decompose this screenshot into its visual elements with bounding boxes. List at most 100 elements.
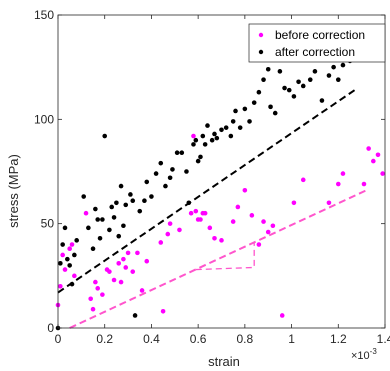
after-correction-point <box>268 104 273 110</box>
before-correction-point <box>291 200 297 206</box>
before-correction-point <box>193 208 199 214</box>
after-correction-point <box>67 263 72 268</box>
before-correction-point <box>135 250 140 256</box>
after-correction-point <box>191 142 196 147</box>
before-correction-point <box>139 288 145 293</box>
after-correction-point <box>114 200 119 206</box>
after-correction-point <box>335 77 341 82</box>
before-correction-point <box>165 231 171 237</box>
after-correction-point <box>97 235 103 241</box>
before-correction-point <box>366 146 371 151</box>
after-correction-point <box>184 169 189 174</box>
before-correction-point <box>95 286 101 291</box>
after-correction-point <box>265 66 271 72</box>
after-correction-point <box>153 171 159 176</box>
x-tick-label: 0.6 <box>190 332 207 346</box>
before-correction-point <box>361 181 367 187</box>
before-correction-point <box>326 200 332 206</box>
after-correction-point <box>291 94 297 99</box>
before-correction-point <box>207 225 213 231</box>
after-correction-point <box>167 175 173 181</box>
x-tick-label: 0.8 <box>237 332 254 346</box>
before-correction-point <box>62 267 68 272</box>
before-correction-point <box>123 265 129 270</box>
x-tick-label: 1.2 <box>330 332 347 346</box>
before-correction-point <box>107 269 112 274</box>
x-tick-label: 1.4 <box>377 332 390 346</box>
before-correction-point <box>188 210 194 216</box>
after-correction-point <box>251 100 257 105</box>
plot-area <box>58 15 385 328</box>
axes-frame <box>57 14 386 329</box>
after-correction-point <box>86 225 91 231</box>
before-correction-point <box>69 242 75 247</box>
tick-labels: 0 0.2 0.4 0.6 0.8 1 1.2 1.4 0 50 100 150 <box>34 8 390 346</box>
before-correction-point <box>191 133 196 139</box>
after-correction-point <box>286 87 292 93</box>
before-correction-point <box>167 221 173 226</box>
after-correction-point <box>219 127 224 133</box>
before-correction-point <box>125 250 131 256</box>
before-correction-point <box>93 279 98 285</box>
axes <box>57 14 386 329</box>
after-correction-point <box>65 256 70 262</box>
x-tick-label: 0.2 <box>96 332 113 346</box>
before-correction-point <box>279 313 285 318</box>
after-correction-point <box>174 150 180 156</box>
after-correction-point <box>72 252 77 258</box>
before-correction-point <box>58 283 63 289</box>
before-correction-point <box>130 269 136 274</box>
after-correction-point <box>237 125 243 130</box>
after-correction-point <box>130 198 136 204</box>
after-correction-point <box>186 200 192 206</box>
before-correction-point <box>249 213 255 218</box>
before-correction-point <box>340 171 346 176</box>
before-correction-point <box>371 158 376 164</box>
after-correction-point <box>102 133 108 139</box>
after-correction-point <box>212 131 217 137</box>
after-correction-point <box>296 79 301 85</box>
after-correction-point <box>109 204 115 210</box>
after-correction-point <box>116 233 122 239</box>
after-correction-point <box>128 192 133 197</box>
after-correction-point <box>81 194 86 199</box>
after-correction-point <box>256 89 262 95</box>
after-correction-point <box>100 217 105 222</box>
after-correction-point <box>163 183 168 189</box>
before-correction-point <box>235 204 241 210</box>
legend-label-before-correction: before correction <box>275 28 365 42</box>
after-correction-point <box>282 85 287 91</box>
legend-box <box>248 23 386 63</box>
after-correction-point <box>247 119 252 124</box>
legend-marker-after-correction <box>258 49 264 55</box>
after-correction-point <box>149 194 154 199</box>
after-correction-point <box>93 206 98 212</box>
before-correction-point <box>90 306 96 312</box>
before-correction-point <box>118 279 124 285</box>
legend-marker-before-correction <box>258 32 264 38</box>
after-correction-point <box>123 202 129 208</box>
after-correction-point <box>277 69 283 74</box>
after-correction-point <box>272 110 278 116</box>
before-correction-point <box>116 261 122 266</box>
after-correction-point <box>179 150 185 156</box>
y-tick-label: 100 <box>34 112 54 126</box>
before-correction-point <box>261 219 266 224</box>
before-correction-point <box>380 171 385 176</box>
before-correction-point <box>60 252 65 258</box>
before-correction-point <box>158 240 164 245</box>
after-correction-point <box>307 77 313 82</box>
before-correction-point <box>144 258 150 264</box>
after-correction-point <box>228 133 234 139</box>
after-correction-point <box>223 125 229 130</box>
y-tick-label: 0 <box>47 321 54 335</box>
after-correction-point <box>230 119 236 124</box>
before-correction-point <box>72 273 77 279</box>
after-correction-point <box>193 137 199 143</box>
after-correction-point <box>158 160 164 166</box>
after-correction-point <box>90 246 96 252</box>
after-correction-point <box>326 73 332 78</box>
fit-lines <box>57 89 367 329</box>
x-axis-label: strain <box>208 354 240 369</box>
before-correction-point <box>67 246 72 252</box>
